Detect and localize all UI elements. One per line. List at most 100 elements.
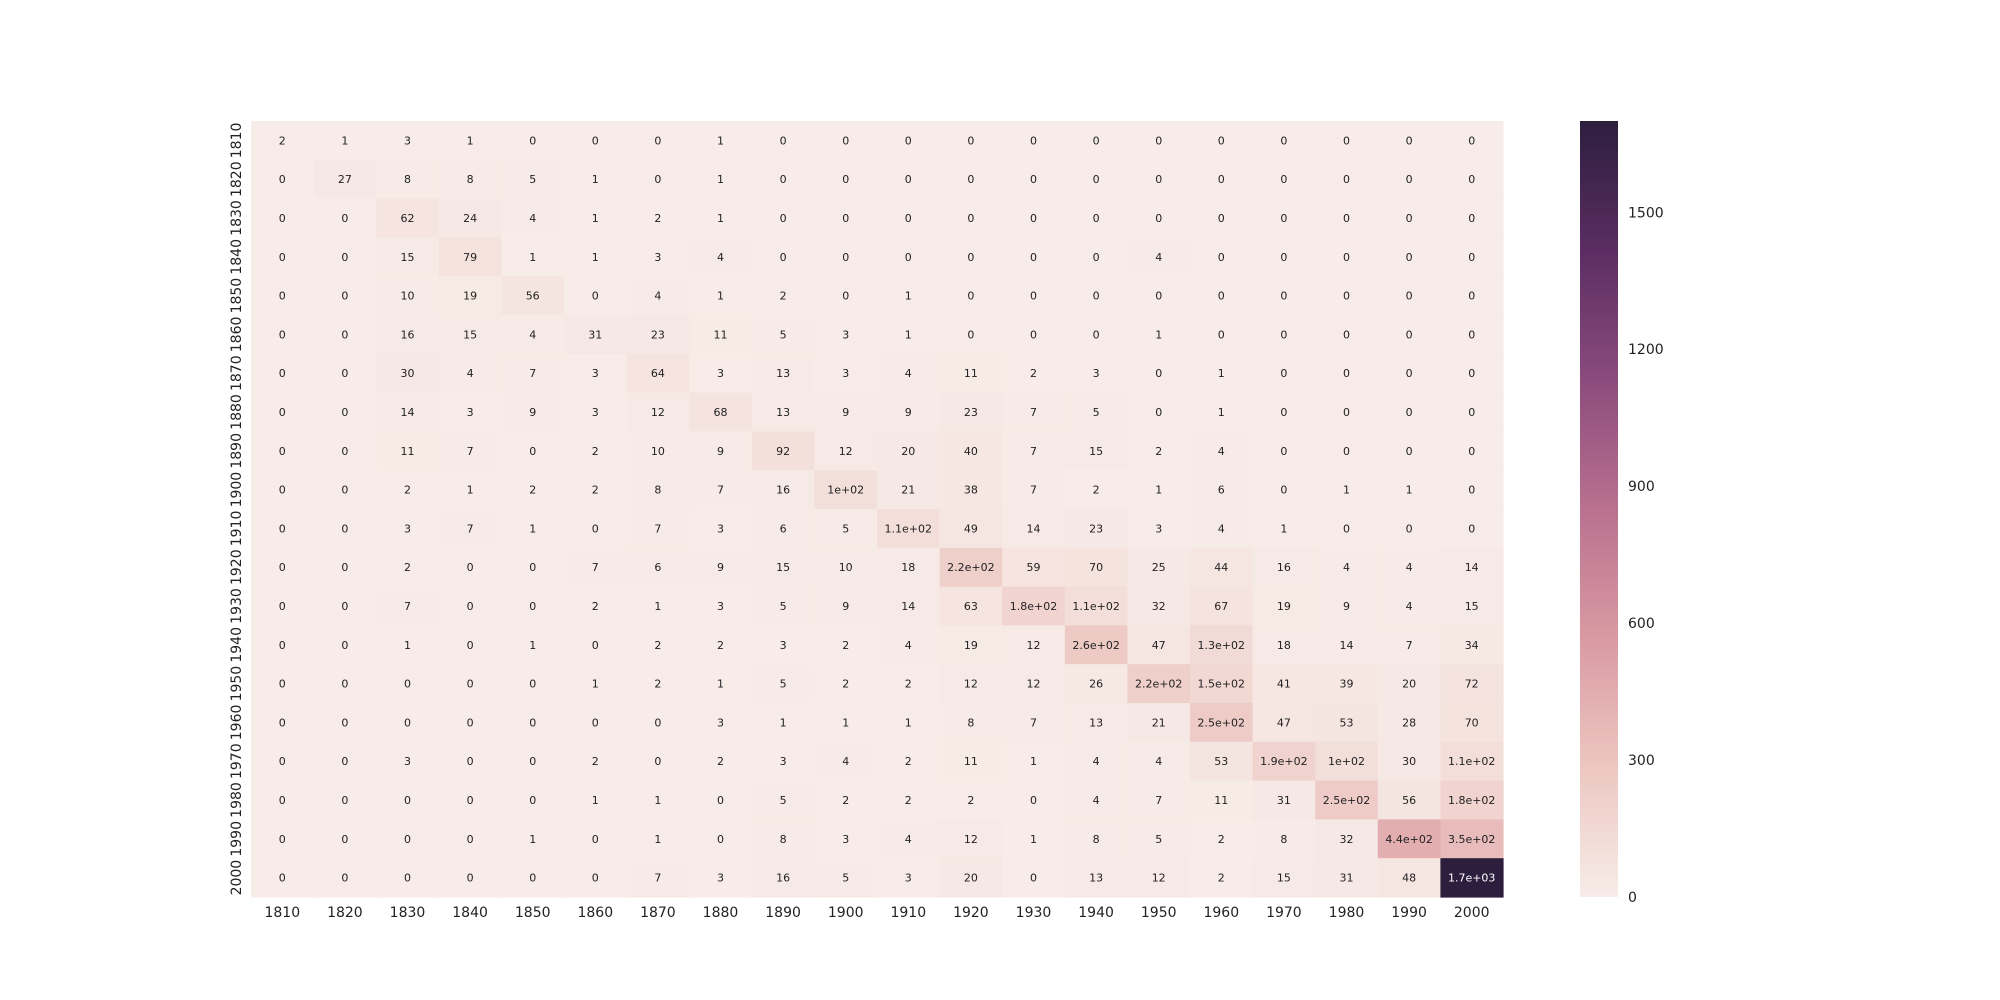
heatmap-cell [814, 703, 878, 743]
heatmap-cell-label: 44 [1214, 561, 1228, 574]
heatmap-cell-label: 14 [901, 600, 915, 613]
heatmap-cell-label: 7 [1030, 484, 1037, 497]
heatmap-cell [814, 509, 878, 549]
heatmap-cell-label: 5 [780, 794, 787, 807]
heatmap-cell [1315, 858, 1379, 898]
x-axis-tick-labels: 1810 1820 1830 1840 1850 1860 1870 1880 1890 1900… [264, 905, 1489, 921]
heatmap-cell [1127, 509, 1191, 549]
heatmap-cell [251, 237, 315, 277]
x-tick-label: 1950 [1141, 905, 1177, 921]
x-tick-label: 1840 [452, 905, 488, 921]
heatmap-cell [1440, 819, 1504, 859]
heatmap-cell-label: 1 [780, 716, 787, 729]
heatmap-cell-label: 7 [1155, 794, 1162, 807]
heatmap-cell-label: 2.5e+02 [1198, 716, 1245, 729]
heatmap-cell [626, 315, 690, 355]
heatmap-cell-label: 8 [780, 833, 787, 846]
heatmap-cell-label: 0 [529, 872, 536, 885]
heatmap-cell [751, 703, 815, 743]
heatmap-cell [1064, 664, 1128, 704]
heatmap-cell-label: 31 [1340, 872, 1354, 885]
heatmap-cell [1127, 198, 1191, 238]
heatmap-cell-label: 0 [1030, 173, 1037, 186]
heatmap-cell [251, 159, 315, 200]
heatmap-cell [438, 586, 502, 626]
heatmap-cell-label: 0 [905, 173, 912, 186]
heatmap-cell-label: 5 [780, 328, 787, 341]
x-tick-label: 1820 [327, 905, 363, 921]
heatmap-cell [1252, 198, 1316, 238]
heatmap-cell-label: 19 [964, 639, 978, 652]
heatmap-cell-label: 47 [1277, 716, 1291, 729]
heatmap-cell [1377, 431, 1441, 471]
heatmap-cell-label: 0 [467, 872, 474, 885]
heatmap-cell [376, 237, 440, 277]
heatmap-cell [626, 780, 690, 820]
heatmap-cell-label: 2 [592, 600, 599, 613]
heatmap-cell [1315, 509, 1379, 549]
heatmap-cell [1002, 237, 1066, 277]
heatmap-cell-label: 0 [1030, 251, 1037, 264]
heatmap-cell-label: 5 [780, 678, 787, 691]
heatmap-cell [376, 353, 440, 394]
heatmap-cell [501, 586, 565, 626]
heatmap-cell-label: 62 [401, 212, 415, 225]
heatmap-cell-label: 8 [1093, 833, 1100, 846]
heatmap-cell [564, 315, 628, 355]
heatmap-cell [626, 819, 690, 859]
heatmap-cell-label: 9 [717, 561, 724, 574]
heatmap-cell-label: 0 [1280, 328, 1287, 341]
heatmap-cell [751, 315, 815, 355]
heatmap-cell [313, 315, 377, 355]
heatmap-cell-label: 11 [964, 755, 978, 768]
heatmap-cell-label: 0 [279, 755, 286, 768]
heatmap-cell-label: 32 [1152, 600, 1166, 613]
heatmap-cell-label: 0 [1343, 522, 1350, 535]
heatmap-cell-label: 70 [1465, 716, 1479, 729]
heatmap-cell-label: 92 [776, 445, 790, 458]
heatmap-cell [376, 159, 440, 200]
heatmap-cell [313, 858, 377, 898]
heatmap-cell [1440, 741, 1504, 782]
heatmap-cell-label: 9 [717, 445, 724, 458]
heatmap-cell [877, 315, 941, 355]
heatmap-cell [1252, 315, 1316, 355]
heatmap-cell [1440, 470, 1504, 510]
heatmap-cell [1190, 159, 1254, 200]
heatmap-cell [1440, 276, 1504, 316]
heatmap-cell [751, 121, 815, 161]
heatmap-cell-label: 1 [717, 290, 724, 303]
heatmap-cell-label: 0 [654, 173, 661, 186]
heatmap-cell-label: 0 [592, 639, 599, 652]
heatmap-cell-label: 0 [529, 716, 536, 729]
heatmap-cell-label: 4 [1343, 561, 1350, 574]
heatmap-cell [1002, 198, 1066, 238]
heatmap-cell-label: 3 [404, 755, 411, 768]
heatmap-cell [1315, 353, 1379, 394]
heatmap-cell [939, 547, 1003, 588]
heatmap-cell-label: 4 [1155, 251, 1162, 264]
heatmap-cell-label: 1 [905, 290, 912, 303]
heatmap-cell-label: 4 [529, 212, 536, 225]
heatmap-cell-label: 0 [1343, 212, 1350, 225]
heatmap-cell [626, 509, 690, 549]
heatmap-cell [877, 547, 941, 588]
heatmap-cell [939, 470, 1003, 510]
heatmap-cell [814, 664, 878, 704]
heatmap-cell-label: 1.8e+02 [1010, 600, 1057, 613]
heatmap-cell-label: 23 [651, 328, 665, 341]
heatmap-cell [1064, 547, 1128, 588]
heatmap-cell [751, 431, 815, 471]
heatmap-cell [939, 858, 1003, 898]
colorbar-tick-label: 600 [1628, 616, 1655, 632]
heatmap-cell-label: 0 [1280, 290, 1287, 303]
heatmap-cell [1002, 121, 1066, 161]
heatmap-cell-label: 0 [341, 251, 348, 264]
heatmap-cell-label: 0 [842, 134, 849, 147]
heatmap-cell [564, 586, 628, 626]
heatmap-cell-label: 23 [964, 406, 978, 419]
heatmap-cell-label: 3 [404, 522, 411, 535]
heatmap-cell-label: 0 [1343, 445, 1350, 458]
heatmap-cell [1377, 586, 1441, 626]
heatmap-cell [1440, 392, 1504, 432]
